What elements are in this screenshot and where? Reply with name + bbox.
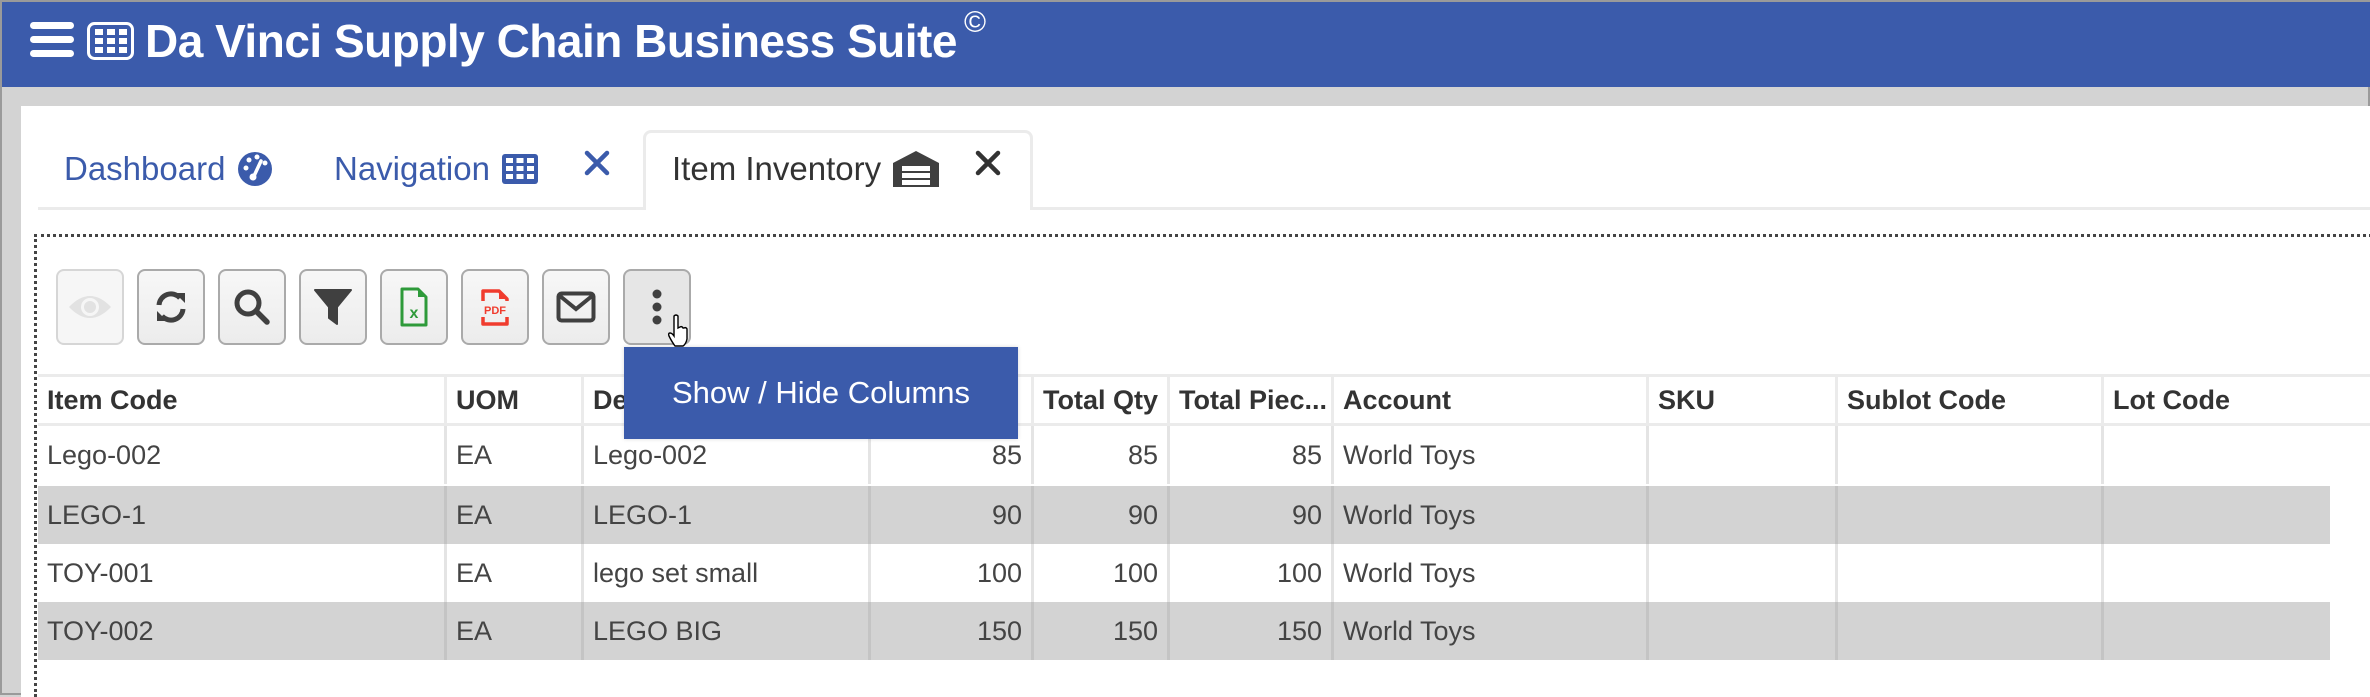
tab-strip-border bbox=[38, 207, 2370, 210]
cell-lot-code bbox=[2104, 544, 2330, 602]
close-navigation-tab-icon[interactable] bbox=[584, 150, 610, 176]
eye-icon bbox=[69, 296, 111, 318]
cell-uom: EA bbox=[447, 486, 584, 544]
column-header-item-code[interactable]: Item Code bbox=[38, 377, 447, 423]
export-pdf-button[interactable]: PDF bbox=[461, 269, 529, 345]
main-panel bbox=[21, 106, 2370, 697]
column-header-total-pieces[interactable]: Total Piec... bbox=[1170, 377, 1334, 423]
cell-qty: 100 bbox=[871, 544, 1034, 602]
table-row[interactable]: TOY-001 EA lego set small 100 100 100 Wo… bbox=[38, 544, 2330, 602]
column-header-sku[interactable]: SKU bbox=[1649, 377, 1838, 423]
cell-total-pieces: 90 bbox=[1170, 486, 1334, 544]
hamburger-icon[interactable] bbox=[30, 22, 74, 57]
cell-total-pieces: 85 bbox=[1170, 426, 1334, 484]
cell-total-qty: 85 bbox=[1034, 426, 1170, 484]
excel-file-icon: x bbox=[400, 287, 428, 327]
cell-lot-code bbox=[2104, 426, 2330, 484]
refresh-icon bbox=[156, 291, 186, 323]
app-header: Da Vinci Supply Chain Business Suite © bbox=[2, 2, 2370, 87]
column-header-uom[interactable]: UOM bbox=[447, 377, 584, 423]
tab-item-inventory-frame bbox=[643, 130, 1033, 210]
svg-text:x: x bbox=[410, 305, 419, 322]
tab-item-inventory[interactable]: Item Inventory bbox=[672, 139, 940, 199]
grid-icon bbox=[501, 154, 538, 184]
column-header-account[interactable]: Account bbox=[1334, 377, 1649, 423]
cell-description: lego set small bbox=[584, 544, 871, 602]
cell-description: Lego-002 bbox=[584, 426, 871, 484]
search-button[interactable] bbox=[218, 269, 286, 345]
table-header-row: Item Code UOM Description Total Qty Tota… bbox=[38, 374, 2370, 426]
pdf-file-icon: PDF bbox=[481, 289, 509, 326]
cell-item-code: TOY-001 bbox=[38, 544, 447, 602]
filter-icon bbox=[314, 289, 352, 325]
cell-total-qty: 90 bbox=[1034, 486, 1170, 544]
tab-label: Navigation bbox=[334, 150, 490, 187]
hand-cursor-icon bbox=[667, 314, 688, 347]
cell-sku bbox=[1649, 544, 1838, 602]
content-frame bbox=[34, 234, 2370, 697]
tab-label: Item Inventory bbox=[672, 150, 882, 187]
filter-button[interactable] bbox=[299, 269, 367, 345]
cell-description: LEGO BIG bbox=[584, 602, 871, 660]
cell-item-code: TOY-002 bbox=[38, 602, 447, 660]
cell-uom: EA bbox=[447, 544, 584, 602]
column-header-lot-code[interactable]: Lot Code bbox=[2113, 385, 2230, 415]
vertical-ellipsis-icon bbox=[652, 289, 662, 325]
cell-total-qty: 100 bbox=[1034, 544, 1170, 602]
tab-label: Dashboard bbox=[64, 150, 226, 187]
table-row[interactable]: Lego-002 EA Lego-002 85 85 85 World Toys bbox=[38, 426, 2330, 486]
cell-qty: 150 bbox=[871, 602, 1034, 660]
cell-account: World Toys bbox=[1334, 486, 1649, 544]
refresh-button[interactable] bbox=[137, 269, 205, 345]
cell-sublot-code bbox=[1838, 602, 2104, 660]
cell-lot-code bbox=[2104, 602, 2330, 660]
grid-icon[interactable] bbox=[87, 22, 134, 60]
cell-account: World Toys bbox=[1334, 602, 1649, 660]
cell-qty: 90 bbox=[871, 486, 1034, 544]
cell-sku bbox=[1649, 602, 1838, 660]
cell-description: LEGO-1 bbox=[584, 486, 871, 544]
cell-uom: EA bbox=[447, 426, 584, 484]
dashboard-gauge-icon bbox=[238, 152, 273, 186]
table-row[interactable]: TOY-002 EA LEGO BIG 150 150 150 World To… bbox=[38, 602, 2330, 660]
copyright-icon: © bbox=[964, 6, 987, 39]
cell-sublot-code bbox=[1838, 426, 2104, 484]
show-hide-columns-tooltip[interactable]: Show / Hide Columns bbox=[624, 347, 1018, 439]
export-excel-button[interactable]: x bbox=[380, 269, 448, 345]
cell-qty: 85 bbox=[871, 426, 1034, 484]
cell-account: World Toys bbox=[1334, 426, 1649, 484]
cell-item-code: Lego-002 bbox=[38, 426, 447, 484]
cell-account: World Toys bbox=[1334, 544, 1649, 602]
cell-sku bbox=[1649, 486, 1838, 544]
cell-lot-code bbox=[2104, 486, 2330, 544]
app-title: Da Vinci Supply Chain Business Suite bbox=[145, 15, 957, 67]
search-icon bbox=[234, 289, 270, 325]
column-header-hidden[interactable] bbox=[871, 377, 1034, 423]
cell-item-code: LEGO-1 bbox=[38, 486, 447, 544]
close-item-inventory-tab-icon[interactable] bbox=[975, 150, 1001, 176]
column-header-total-qty[interactable]: Total Qty bbox=[1034, 377, 1170, 423]
cell-total-pieces: 150 bbox=[1170, 602, 1334, 660]
cell-sublot-code bbox=[1838, 544, 2104, 602]
tab-dashboard[interactable]: Dashboard bbox=[64, 139, 273, 199]
tab-navigation[interactable]: Navigation bbox=[334, 139, 538, 199]
cell-total-qty: 150 bbox=[1034, 602, 1170, 660]
column-header-sublot-code[interactable]: Sublot Code bbox=[1838, 377, 2104, 423]
cell-uom: EA bbox=[447, 602, 584, 660]
envelope-icon bbox=[556, 291, 596, 323]
cell-sublot-code bbox=[1838, 486, 2104, 544]
svg-text:PDF: PDF bbox=[484, 305, 506, 317]
view-button[interactable] bbox=[56, 269, 124, 345]
warehouse-icon bbox=[893, 151, 940, 187]
email-button[interactable] bbox=[542, 269, 610, 345]
cell-sku bbox=[1649, 426, 1838, 484]
table-row[interactable]: LEGO-1 EA LEGO-1 90 90 90 World Toys bbox=[38, 486, 2330, 544]
cell-total-pieces: 100 bbox=[1170, 544, 1334, 602]
